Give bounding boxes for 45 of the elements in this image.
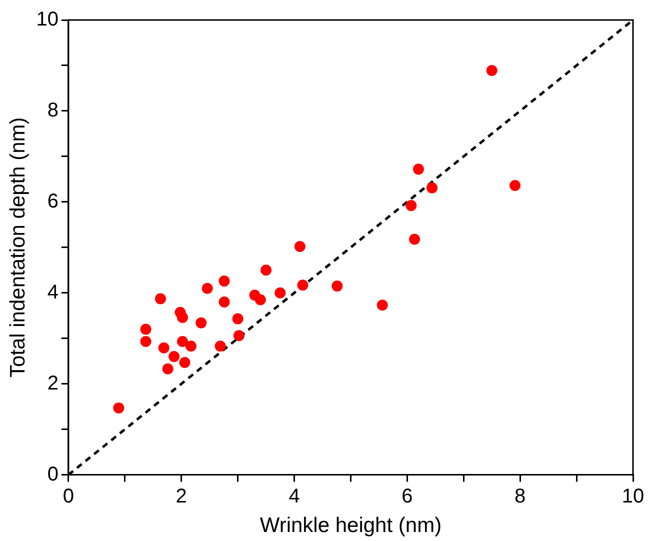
point (113, 402, 124, 414)
x-axis-title: Wrinkle height (nm) (260, 514, 442, 538)
x-tick-label: 10 (622, 485, 644, 508)
point (510, 180, 521, 192)
y-tick-label: 8 (47, 99, 58, 122)
point (297, 280, 308, 291)
point (260, 264, 272, 276)
point (294, 240, 306, 252)
y-tick-label: 4 (47, 281, 58, 304)
point (412, 164, 424, 175)
x-tick-label: 8 (514, 485, 526, 508)
point (154, 293, 166, 304)
point (140, 324, 152, 335)
point (176, 336, 188, 348)
x-tick-label: 6 (402, 485, 413, 508)
y-tick-label: 0 (47, 463, 58, 486)
point (426, 182, 438, 194)
point (218, 276, 230, 287)
point (185, 340, 196, 352)
point (274, 287, 286, 298)
point (332, 280, 343, 292)
y-axis-title: Total indentation depth (nm) (6, 117, 30, 378)
point (179, 356, 190, 368)
point (176, 312, 188, 323)
point (140, 336, 152, 348)
point (232, 313, 244, 324)
x-tick-label: 0 (62, 485, 74, 508)
point (409, 234, 420, 245)
point (196, 317, 207, 328)
y-tick-label: 2 (47, 372, 58, 394)
point (254, 294, 266, 306)
x-tick-label: 4 (288, 485, 300, 508)
point (376, 300, 388, 311)
point (202, 282, 213, 294)
point (218, 296, 230, 308)
y-tick-label: 10 (36, 8, 58, 31)
point (168, 351, 180, 362)
x-tick-label: 2 (176, 485, 187, 508)
y-tick-label: 6 (47, 190, 58, 212)
point (158, 342, 170, 354)
point (406, 200, 417, 212)
point (233, 330, 244, 342)
point (162, 363, 174, 374)
point (486, 64, 498, 76)
point (214, 340, 226, 352)
